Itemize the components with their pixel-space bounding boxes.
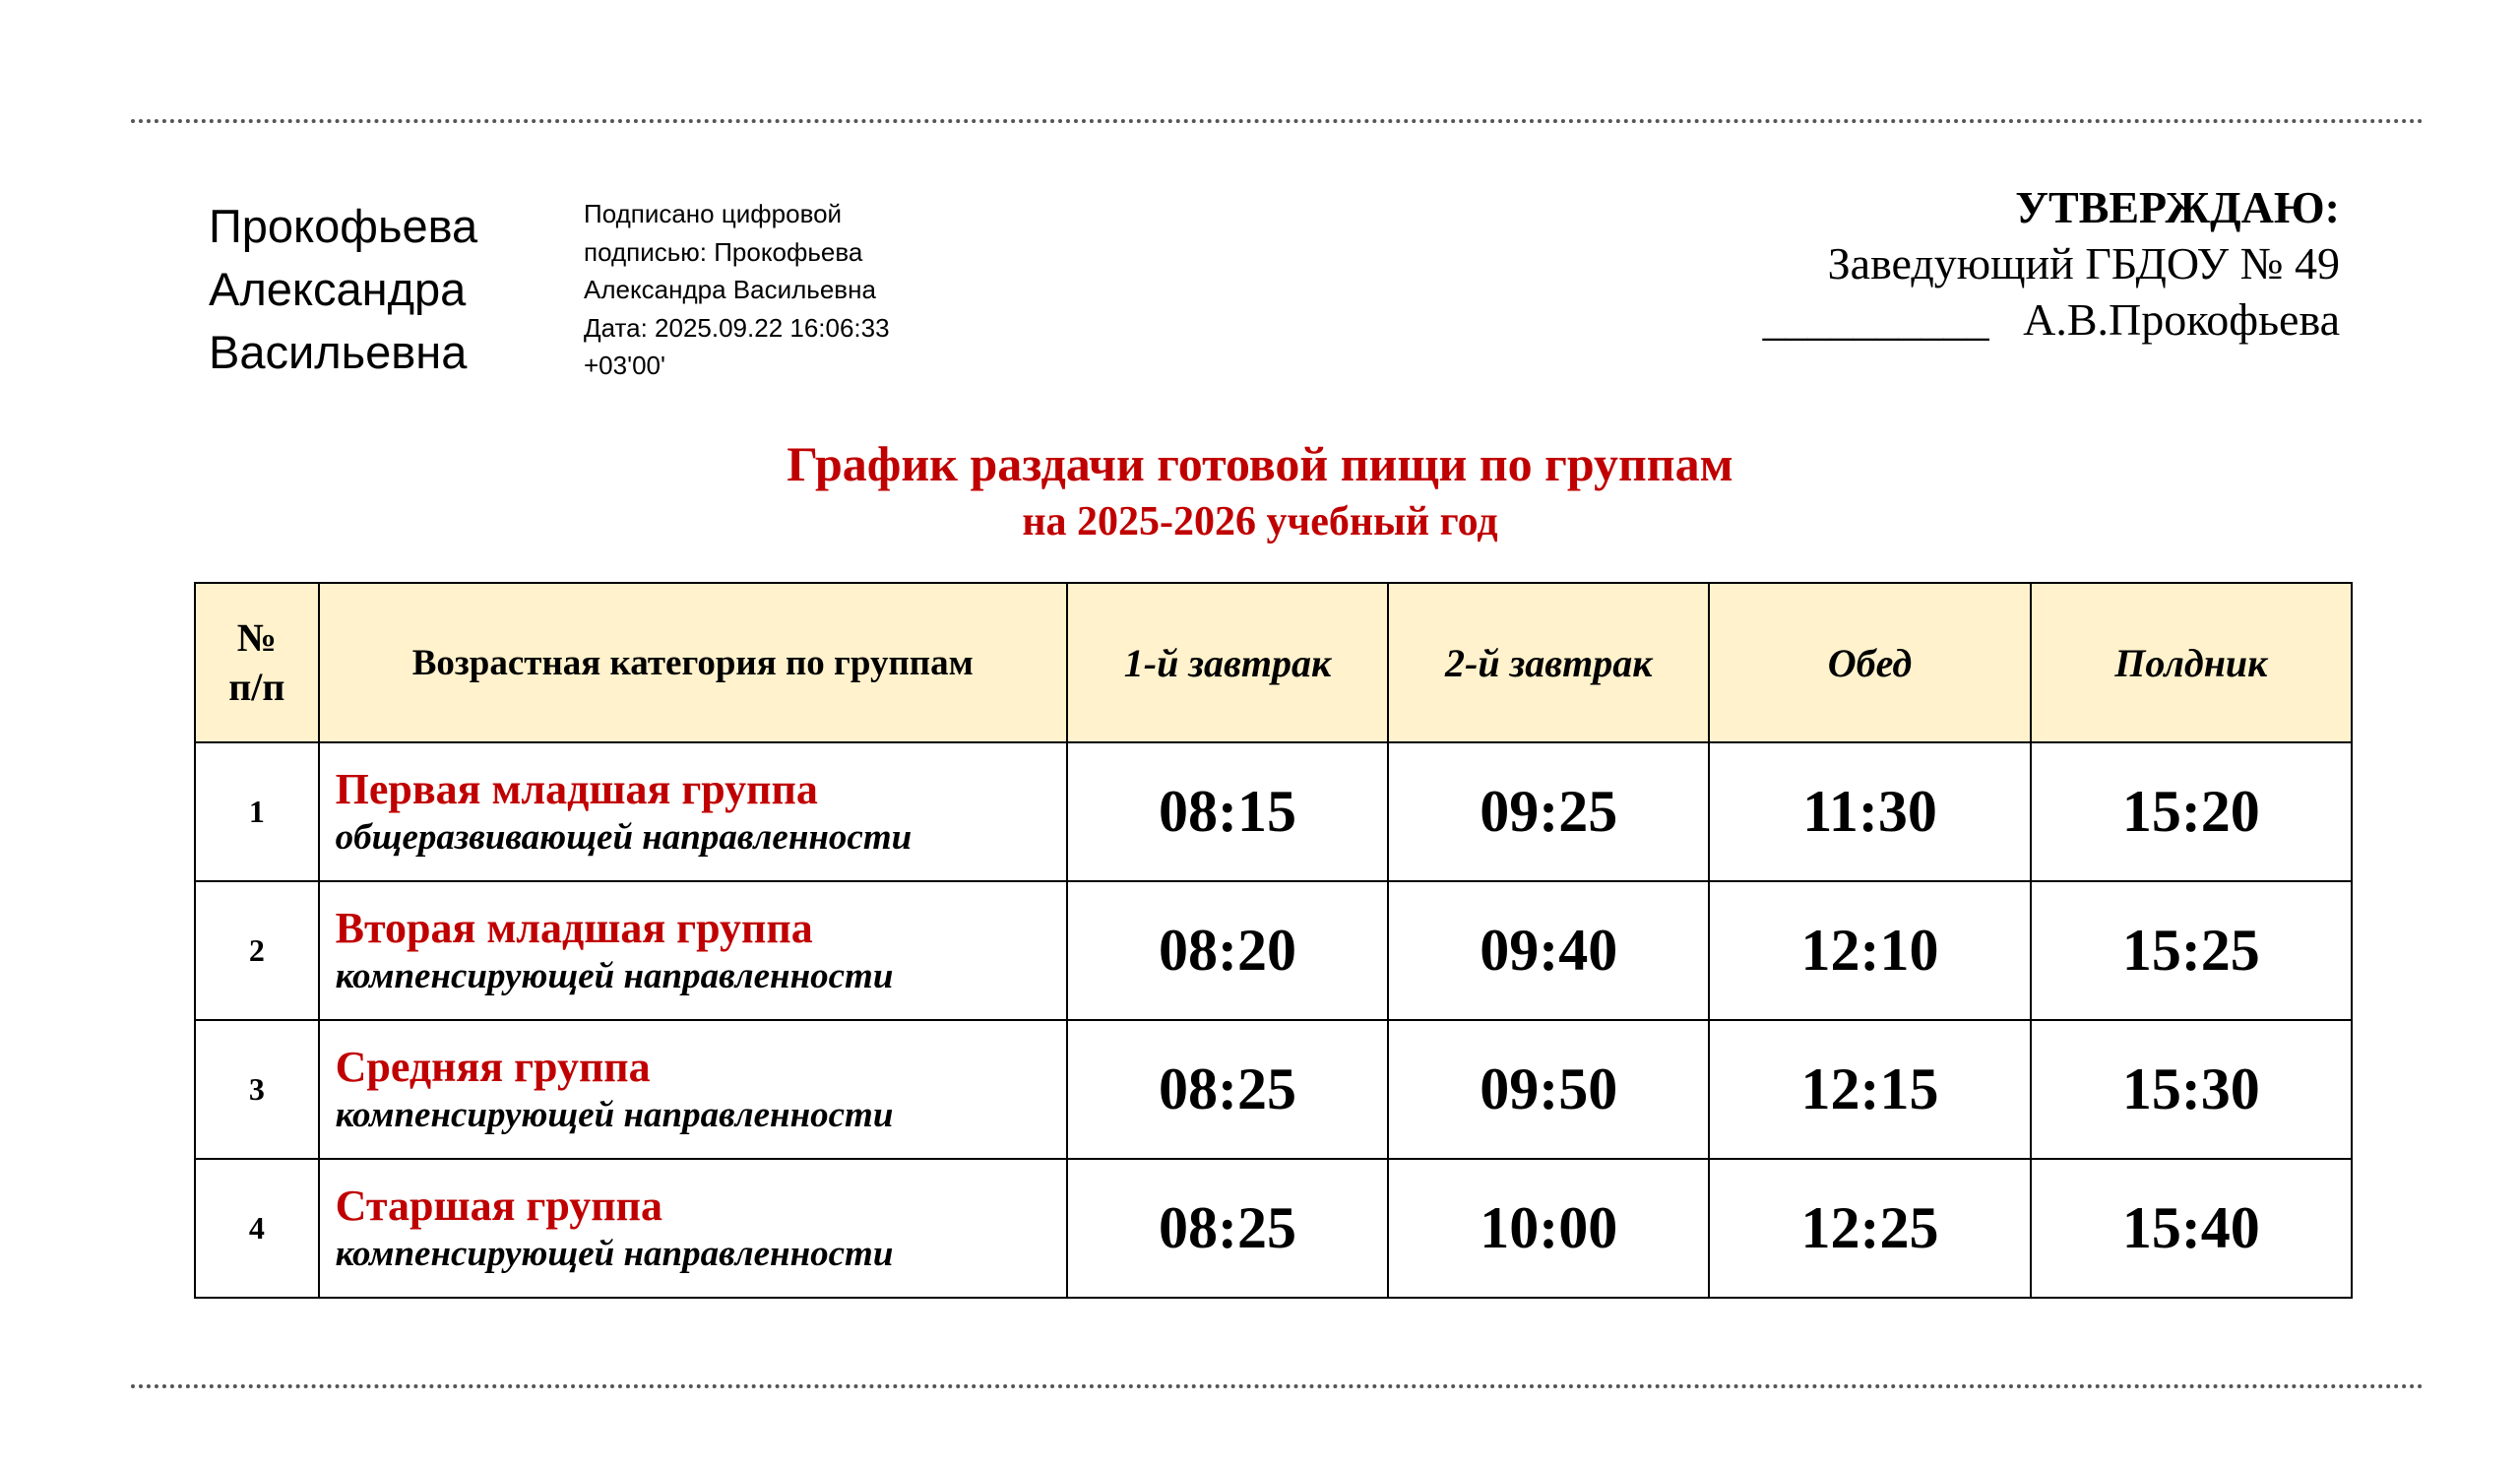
divider-top: [131, 119, 2425, 123]
time-cell: 15:20: [2029, 741, 2354, 882]
time-cell: 12:15: [1708, 1019, 2032, 1160]
time-cell: 09:50: [1387, 1019, 1711, 1160]
table-row: 2 Вторая младшая группа компенсирующей на…: [194, 880, 2354, 1021]
signature-name-line: Александра: [209, 263, 467, 315]
time-cell: 08:25: [1065, 1019, 1390, 1160]
table-row: 1 Первая младшая группа общеразвивающей н…: [194, 741, 2354, 882]
time-cell: 15:30: [2029, 1019, 2354, 1160]
approval-position: Заведующий ГБДОУ № 49: [1827, 238, 2340, 288]
table-row: 3 Средняя группа компенсирующей направлен…: [194, 1019, 2354, 1160]
page-title: График раздачи готовой пищи по группам: [787, 436, 1733, 491]
row-number: 2: [194, 880, 320, 1021]
header-breakfast1: 1-й завтрак: [1065, 582, 1390, 743]
group-cell: Средняя группа компенсирующей направленно…: [317, 1019, 1068, 1160]
time-cell: 08:25: [1065, 1158, 1390, 1299]
signature-info-line: Александра Васильевна: [584, 275, 876, 304]
group-name: Вторая младшая группа: [335, 903, 813, 952]
signature-name-line: Васильевна: [209, 326, 468, 378]
signature-info-line: Дата: 2025.09.22 16:06:33: [584, 312, 890, 343]
signature-name: Прокофьева Александра Васильевна: [209, 195, 477, 384]
group-focus: компенсирующей направленности: [335, 955, 894, 996]
time-cell: 15:40: [2029, 1158, 2354, 1299]
time-cell: 09:25: [1387, 741, 1711, 882]
time-cell: 10:00: [1387, 1158, 1711, 1299]
header-breakfast2: 2-й завтрак: [1387, 582, 1711, 743]
group-focus: компенсирующей направленности: [335, 1233, 894, 1274]
group-name: Старшая группа: [335, 1181, 662, 1230]
time-cell: 15:25: [2029, 880, 2354, 1021]
time-cell: 09:40: [1387, 880, 1711, 1021]
time-cell: 11:30: [1708, 741, 2032, 882]
time-cell: 12:25: [1708, 1158, 2032, 1299]
group-name: Средняя группа: [335, 1042, 651, 1091]
approval-heading: УТВЕРЖДАЮ:: [2015, 182, 2340, 232]
signature-info-line: Подписано цифровой: [584, 199, 843, 228]
header-number: № п/п: [194, 582, 320, 743]
group-name: Первая младшая группа: [335, 764, 818, 813]
group-focus: компенсирующей направленности: [335, 1094, 894, 1135]
schedule-table: № п/п Возрастная категория по группам 1-…: [194, 582, 2354, 1299]
signature-info: Подписано цифровой подписью: Прокофьева …: [584, 195, 890, 385]
group-cell: Вторая младшая группа компенсирующей напр…: [317, 880, 1068, 1021]
page-subtitle: на 2025-2026 учебный год: [1022, 499, 1498, 544]
table-header-row: № п/п Возрастная категория по группам 1-…: [194, 582, 2354, 743]
row-number: 1: [194, 741, 320, 882]
divider-bottom: [131, 1384, 2425, 1388]
table-row: 4 Старшая группа компенсирующей направлен…: [194, 1158, 2354, 1299]
time-cell: 08:15: [1065, 741, 1390, 882]
approval-signature-line: __________ А.В.Прокофьева: [1762, 294, 2340, 345]
header-snack: Полдник: [2029, 582, 2354, 743]
group-cell: Первая младшая группа общеразвивающей нап…: [317, 741, 1068, 882]
header-lunch: Обед: [1708, 582, 2032, 743]
signature-name-line: Прокофьева: [209, 200, 478, 252]
row-number: 3: [194, 1019, 320, 1160]
approval-block: УТВЕРЖДАЮ: Заведующий ГБДОУ № 49 _______…: [1763, 179, 2340, 348]
row-number: 4: [194, 1158, 320, 1299]
header-group: Возрастная категория по группам: [317, 582, 1068, 743]
group-focus: общеразвивающей направленности: [335, 816, 913, 858]
signature-info-line: +03'00': [584, 351, 665, 380]
group-cell: Старшая группа компенсирующей направленно…: [317, 1158, 1068, 1299]
time-cell: 12:10: [1708, 880, 2032, 1021]
time-cell: 08:20: [1065, 880, 1390, 1021]
signature-info-line: подписью: Прокофьева: [584, 236, 863, 267]
